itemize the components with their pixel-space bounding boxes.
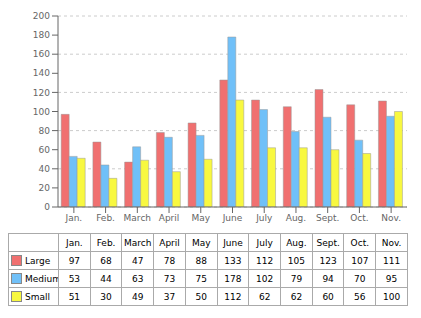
html-text:Jan.: Jan. — [66, 237, 83, 248]
html-text:Oct.: Oct. — [350, 237, 369, 248]
html-text:56: 56 — [354, 291, 366, 302]
html-text:107: 107 — [351, 255, 369, 266]
html-text:Nov.: Nov. — [381, 237, 402, 248]
html-text:Sept.: Sept. — [316, 237, 340, 248]
html-text:95: 95 — [385, 273, 398, 284]
html-text:75: 75 — [195, 273, 207, 284]
html-text:49: 49 — [132, 291, 144, 302]
svg-text:Aug.: Aug. — [286, 213, 306, 223]
svg-text:April: April — [159, 213, 180, 223]
svg-text:180: 180 — [33, 30, 50, 40]
html-text:88: 88 — [195, 255, 207, 266]
svg-text:200: 200 — [33, 11, 50, 21]
html-text:51: 51 — [68, 291, 81, 302]
svg-text:Oct.: Oct. — [350, 213, 368, 223]
svg-text:100: 100 — [33, 107, 50, 117]
html-text:April: April — [159, 237, 180, 248]
svg-text:0: 0 — [44, 202, 50, 212]
html-text:June: June — [223, 237, 243, 248]
html-text:102: 102 — [256, 273, 274, 284]
html-text:94: 94 — [322, 273, 334, 284]
html-text:79: 79 — [290, 273, 303, 284]
html-text:May: May — [191, 237, 211, 248]
html-text:37: 37 — [163, 291, 176, 302]
svg-text:160: 160 — [33, 49, 50, 59]
html-text:July: July — [256, 237, 273, 248]
html-text:133: 133 — [224, 255, 242, 266]
html-text:178: 178 — [224, 273, 242, 284]
svg-text:May: May — [191, 213, 210, 223]
html-text:March: March — [124, 237, 152, 248]
svg-text:July: July — [255, 213, 273, 223]
html-text:Large: Large — [25, 255, 51, 266]
html-text:105: 105 — [287, 255, 305, 266]
html-text:123: 123 — [319, 255, 337, 266]
html-text:100: 100 — [383, 291, 401, 302]
svg-text:March: March — [124, 213, 151, 223]
html-text:78: 78 — [163, 255, 176, 266]
html-text:Aug.: Aug. — [286, 237, 307, 248]
html-text:47: 47 — [132, 255, 144, 266]
svg-text:Nov.: Nov. — [381, 213, 401, 223]
html-text:53: 53 — [68, 273, 81, 284]
html-text:112: 112 — [256, 255, 274, 266]
html-text:111: 111 — [383, 255, 401, 266]
svg-text:120: 120 — [33, 88, 50, 98]
html-text:62: 62 — [290, 291, 303, 302]
html-text:97: 97 — [68, 255, 81, 266]
html-text:30: 30 — [100, 291, 112, 302]
svg-text:June: June — [222, 213, 243, 223]
svg-text:Jan.: Jan. — [64, 213, 82, 223]
html-text:73: 73 — [163, 273, 176, 284]
svg-text:20: 20 — [39, 183, 51, 193]
html-text:70: 70 — [354, 273, 366, 284]
svg-text:40: 40 — [39, 164, 51, 174]
html-text:63: 63 — [132, 273, 144, 284]
svg-text:140: 140 — [33, 68, 50, 78]
html-text:Small: Small — [25, 291, 50, 302]
svg-text:Feb.: Feb. — [96, 213, 115, 223]
html-text:Feb.: Feb. — [96, 237, 116, 248]
html-text:62: 62 — [258, 291, 271, 302]
html-text:112: 112 — [224, 291, 242, 302]
html-text:60: 60 — [322, 291, 334, 302]
html-text:50: 50 — [195, 291, 207, 302]
svg-text:60: 60 — [39, 145, 51, 155]
svg-text:Sept.: Sept. — [316, 213, 339, 223]
svg-text:80: 80 — [39, 126, 51, 136]
html-text:44: 44 — [100, 273, 112, 284]
html-text:68: 68 — [100, 255, 112, 266]
